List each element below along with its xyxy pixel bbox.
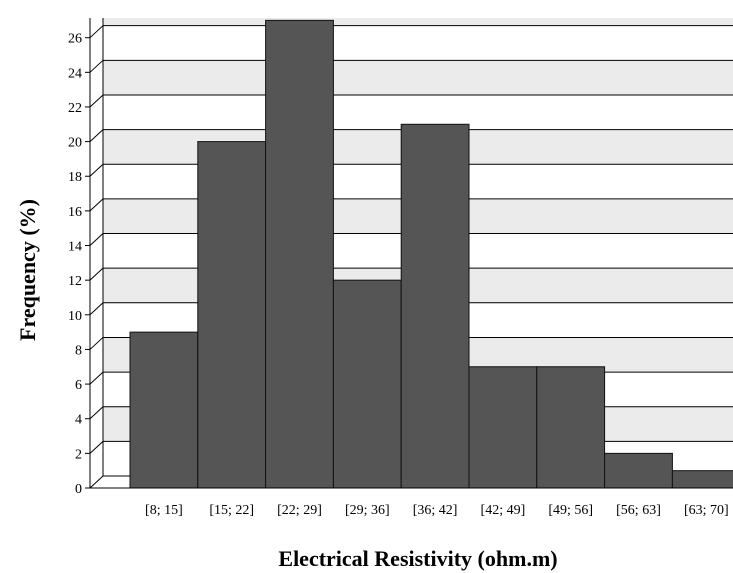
y-tick-label: 4 — [75, 413, 82, 428]
y-tick-label: 0 — [75, 482, 82, 497]
y-tick-label: 16 — [68, 205, 82, 220]
x-tick-labels: [8; 15] [15; 22] [22; 29] [29; 36] [36; 42] [… — [145, 503, 729, 518]
grid-connector — [89, 198, 104, 212]
y-tick-label: 24 — [68, 66, 82, 81]
grid-band — [103, 18, 733, 26]
y-tick-label: 22 — [68, 101, 82, 116]
grid-connector — [89, 267, 104, 281]
grid-band — [103, 60, 733, 95]
grid-connector — [89, 59, 104, 73]
grid-connector — [89, 94, 104, 108]
x-tick-label: [15; 22] — [209, 503, 254, 518]
y-tick-label: 12 — [68, 274, 82, 289]
grid-connector — [89, 475, 104, 489]
y-axis-title: Frequency (%) — [15, 199, 40, 341]
axes-group — [85, 18, 733, 489]
grid-band — [103, 25, 733, 61]
bar — [129, 331, 199, 489]
x-tick-label: [22; 29] — [277, 503, 322, 518]
y-tick-label: 14 — [68, 240, 82, 255]
y-tick-label: 26 — [68, 32, 82, 47]
bar — [400, 123, 470, 489]
x-tick-label: [29; 36] — [345, 503, 390, 518]
grid-connector — [89, 302, 104, 316]
y-tick-label: 18 — [68, 170, 82, 185]
bar — [197, 141, 267, 489]
x-tick-label: [63; 70] — [684, 503, 729, 518]
bars-group — [129, 19, 733, 489]
y-tick-label: 8 — [75, 343, 82, 358]
y-tick-label: 10 — [68, 309, 82, 324]
bar — [332, 279, 402, 489]
bar — [468, 366, 538, 489]
x-tick-label: [56; 63] — [616, 503, 661, 518]
grid-connector — [89, 233, 104, 246]
y-tick-label: 6 — [75, 378, 82, 393]
grid-connector — [89, 406, 104, 420]
grid-connector — [89, 440, 104, 454]
bar — [604, 452, 673, 489]
grid-connector — [89, 337, 104, 350]
x-tick-label: [36; 42] — [413, 503, 458, 518]
grid-connector — [89, 25, 104, 39]
grid-connector — [89, 163, 104, 177]
grid-connector — [89, 371, 104, 385]
bar — [671, 470, 733, 489]
bar — [265, 19, 334, 489]
bar — [536, 366, 606, 489]
x-axis-title: Electrical Resistivity (ohm.m) — [278, 546, 557, 571]
y-tick-label: 20 — [68, 136, 82, 151]
grid-connector — [89, 129, 104, 142]
x-tick-label: [8; 15] — [145, 503, 183, 518]
y-tick-label: 2 — [75, 447, 82, 462]
x-tick-label: [42; 49] — [481, 503, 526, 518]
x-tick-label: [49; 56] — [548, 503, 593, 518]
